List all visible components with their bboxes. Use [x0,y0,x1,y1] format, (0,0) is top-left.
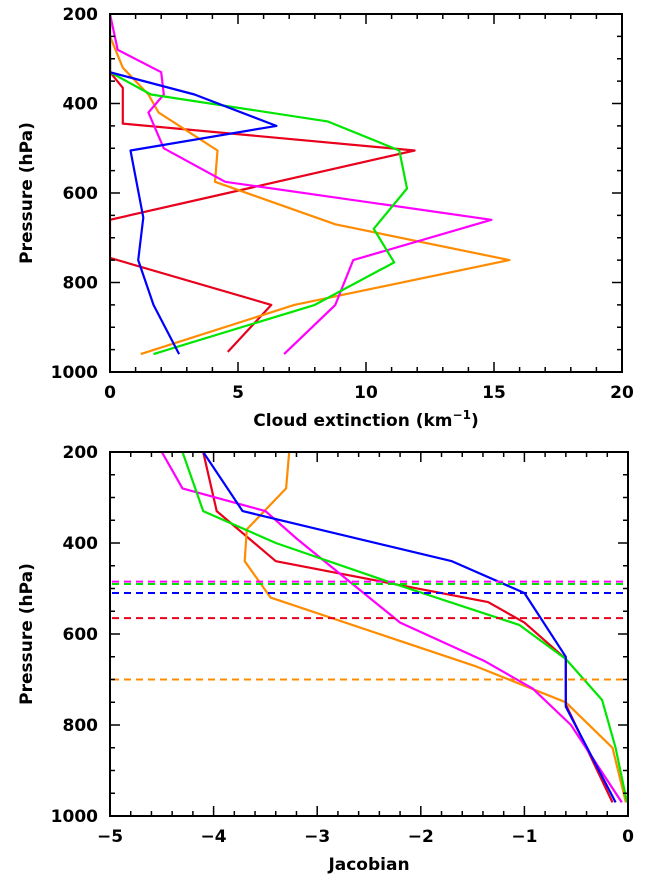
top-chart-ytick-label: 200 [63,5,99,25]
top-chart-xtick-label: 5 [232,383,244,403]
bottom-chart: −5 −4 −3 −2 −1 0 200 400 600 800 1000 Jacobian Pre… [17,443,634,875]
top-chart-xlabel: Cloud extinction (km−1) [253,408,478,431]
bottom-chart-xtick-label: −1 [511,827,537,847]
bottom-chart-series-3 [181,452,628,803]
top-chart-series-4 [110,58,278,355]
bottom-chart-xtick-label: −3 [304,827,330,847]
top-chart-series-1 [110,14,511,356]
top-chart-ytick-label: 400 [63,95,99,115]
bottom-chart-ytick-label: 600 [63,625,99,645]
top-chart-ytick-label: 600 [63,184,99,204]
top-chart-series-2 [110,14,493,355]
bottom-chart-series-2 [160,452,623,804]
top-chart-frame [109,13,623,373]
bottom-chart-series-1 [243,452,627,803]
top-chart-series-0 [110,14,416,353]
top-chart-xtick-label: 10 [354,383,378,403]
top-chart-ylabel: Pressure (hPa) [17,122,37,264]
bottom-chart-ylabel: Pressure (hPa) [17,563,37,705]
top-chart-ytick-label: 1000 [51,363,98,383]
top-chart: 0 5 10 15 20 200 400 600 800 1000 Cloud extinctio… [17,5,634,431]
top-chart-xtick-label: 15 [482,383,506,403]
top-chart-xtick-label: 20 [610,383,634,403]
top-chart-series-3 [110,14,409,356]
bottom-chart-xtick-label: 0 [622,827,634,847]
bottom-chart-ytick-label: 400 [63,534,99,554]
bottom-chart-ytick-label: 800 [63,716,99,736]
bottom-chart-xtick-label: −4 [201,827,227,847]
bottom-chart-ytick-label: 1000 [51,807,98,827]
top-chart-xtick-label: 0 [104,383,116,403]
bottom-chart-xtick-label: −5 [97,827,123,847]
bottom-chart-xlabel: Jacobian [327,855,409,875]
bottom-chart-xtick-label: −2 [408,827,434,847]
top-chart-ytick-label: 800 [63,274,99,294]
bottom-chart-ytick-label: 200 [63,443,99,463]
